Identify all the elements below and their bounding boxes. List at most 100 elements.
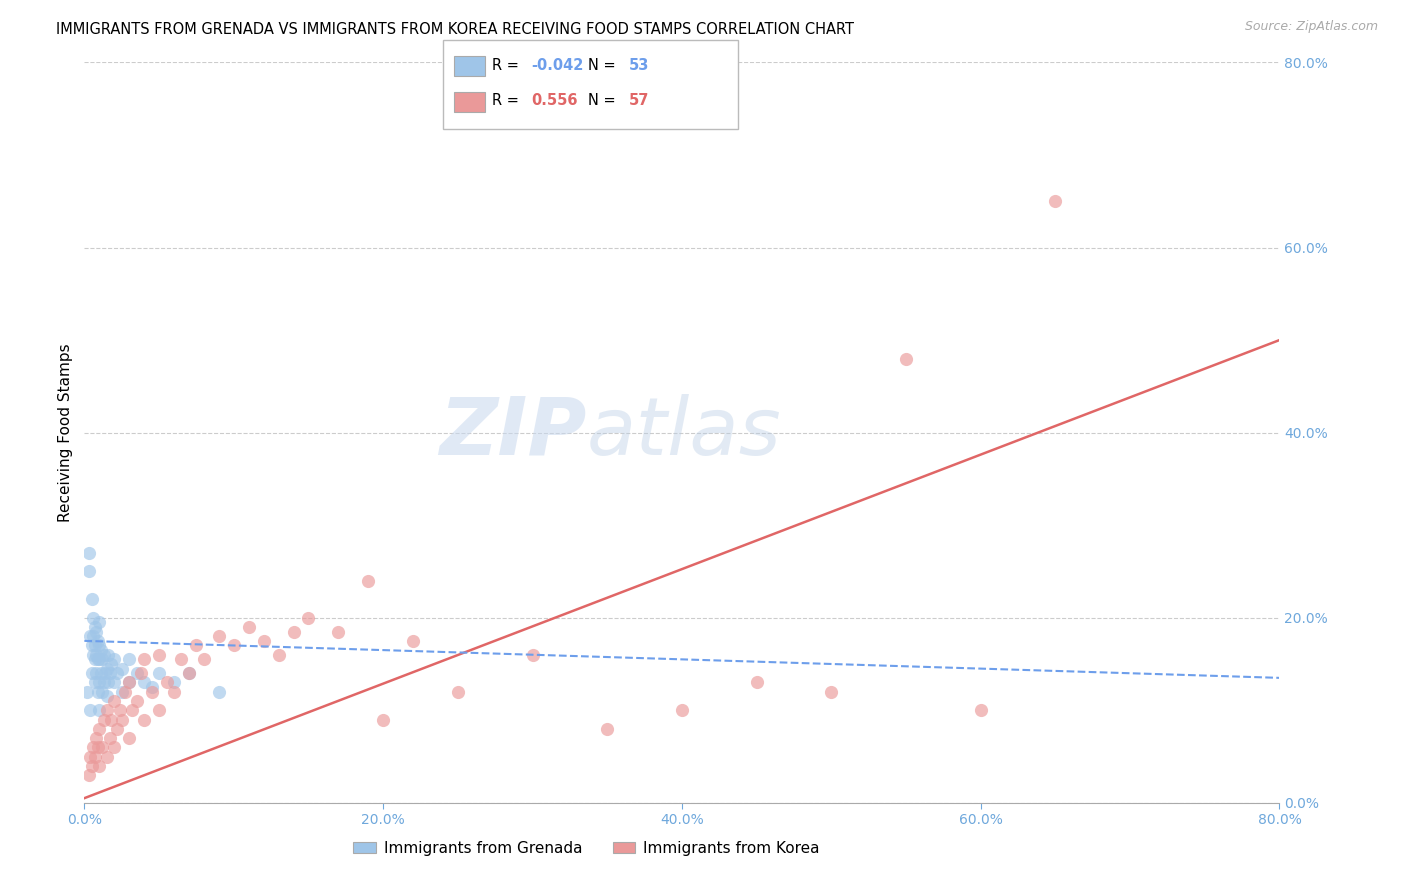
Point (77, 565, 100, 579)
Text: N =: N = (588, 94, 620, 108)
Point (93, 675, 115, 690)
Point (100, 657, 122, 671)
Point (125, 666, 148, 681)
Point (125, 694, 148, 708)
Point (82, 610, 104, 624)
Point (87, 685, 110, 699)
Point (357, 574, 380, 588)
Point (89, 652, 111, 666)
Text: R =: R = (492, 94, 529, 108)
Point (238, 620, 260, 634)
Text: IMMIGRANTS FROM GRENADA VS IMMIGRANTS FROM KOREA RECEIVING FOOD STAMPS CORRELATI: IMMIGRANTS FROM GRENADA VS IMMIGRANTS FR… (56, 22, 855, 37)
Text: -0.042: -0.042 (531, 58, 583, 72)
Text: 0.556: 0.556 (531, 94, 578, 108)
Point (132, 652, 156, 666)
Point (148, 648, 170, 662)
Y-axis label: Receiving Food Stamps: Receiving Food Stamps (58, 343, 73, 522)
Point (118, 675, 141, 690)
Point (79, 629, 101, 643)
Point (447, 685, 470, 699)
Text: atlas: atlas (586, 393, 782, 472)
Point (79, 749, 101, 764)
Legend: Immigrants from Grenada, Immigrants from Korea: Immigrants from Grenada, Immigrants from… (347, 835, 825, 862)
Point (111, 685, 134, 699)
Text: ZIP: ZIP (439, 393, 586, 472)
Point (170, 652, 193, 666)
Point (745, 675, 768, 690)
Point (596, 722, 619, 736)
Text: Source: ZipAtlas.com: Source: ZipAtlas.com (1244, 20, 1378, 33)
Point (103, 740, 125, 755)
Point (86, 624, 108, 639)
Point (82, 648, 104, 662)
Text: N =: N = (588, 58, 620, 72)
Point (93, 648, 115, 662)
Point (90, 643, 112, 657)
Point (328, 624, 350, 639)
Point (89, 639, 111, 653)
Point (186, 639, 208, 653)
Point (970, 703, 993, 717)
Point (89, 703, 111, 717)
Point (91, 652, 114, 666)
Point (89, 722, 111, 736)
Point (83, 749, 105, 764)
Point (105, 666, 128, 681)
Point (208, 629, 231, 643)
Point (86, 666, 108, 681)
Point (93, 713, 115, 727)
Point (522, 648, 544, 662)
Point (283, 624, 305, 639)
Point (1045, 194, 1067, 209)
Point (83, 639, 105, 653)
Text: R =: R = (492, 58, 523, 72)
Point (894, 351, 917, 366)
Point (671, 703, 693, 717)
Text: 53: 53 (628, 58, 648, 72)
Point (105, 722, 128, 736)
Point (267, 648, 290, 662)
Point (100, 713, 122, 727)
Point (177, 666, 200, 681)
Point (87, 652, 110, 666)
Point (163, 685, 186, 699)
Point (98, 666, 121, 681)
Point (141, 680, 163, 694)
Point (373, 713, 395, 727)
Point (111, 662, 134, 676)
Point (208, 685, 231, 699)
Point (103, 652, 125, 666)
Point (177, 666, 200, 681)
Point (87, 633, 110, 648)
Point (86, 648, 108, 662)
Point (163, 675, 186, 690)
Point (80, 639, 103, 653)
Point (148, 703, 170, 717)
Point (110, 703, 132, 717)
Point (103, 694, 125, 708)
Point (97, 648, 120, 662)
Point (82, 629, 104, 643)
Point (86, 731, 108, 745)
Point (222, 639, 245, 653)
Point (87, 740, 110, 755)
Point (76, 685, 98, 699)
Point (77, 546, 100, 560)
Point (80, 758, 103, 772)
Point (89, 615, 111, 630)
Point (89, 758, 111, 772)
Point (83, 652, 105, 666)
Point (80, 666, 103, 681)
Point (83, 620, 105, 634)
Point (253, 633, 276, 648)
Point (114, 685, 136, 699)
Point (80, 592, 103, 607)
Point (82, 740, 104, 755)
Point (96, 749, 118, 764)
Point (91, 740, 114, 755)
Point (155, 675, 177, 690)
Point (121, 703, 143, 717)
Point (118, 731, 141, 745)
Point (96, 690, 118, 704)
Point (193, 652, 215, 666)
